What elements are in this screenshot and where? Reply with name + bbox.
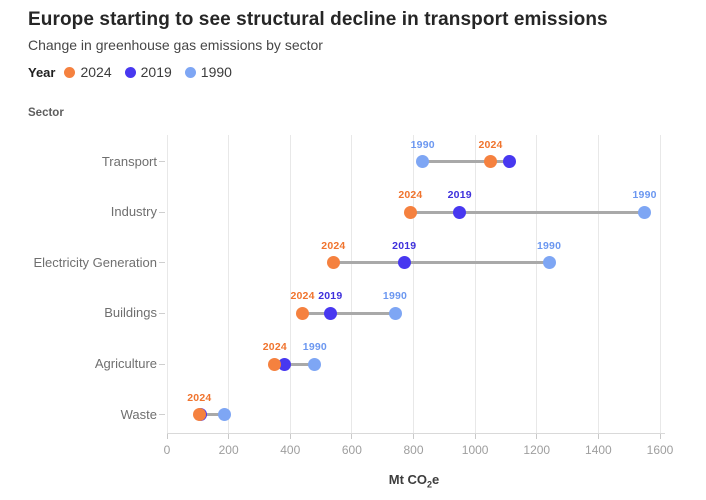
x-tick-label: 400 — [280, 443, 301, 457]
legend-item-2019[interactable]: 2019 — [124, 64, 172, 80]
x-tick-label: 600 — [341, 443, 362, 457]
gridline-1600 — [659, 135, 661, 433]
point-label-1990: 1990 — [410, 138, 435, 151]
x-axis-tick-1400 — [597, 433, 599, 439]
x-axis-tick-1000 — [474, 433, 476, 439]
gridline-1400 — [597, 135, 599, 433]
legend-items: 2024 2019 1990 — [64, 64, 244, 80]
legend-dot-1990-icon — [184, 66, 196, 78]
data-point-2019-buildings[interactable] — [323, 306, 337, 320]
point-label-2019: 2019 — [447, 189, 472, 202]
legend-item-label: 1990 — [200, 64, 232, 80]
x-axis-tick-200 — [228, 433, 230, 439]
connector-line — [333, 261, 550, 265]
gridline-200 — [228, 135, 230, 433]
data-point-2024-waste[interactable] — [192, 408, 206, 422]
point-label-2024: 2024 — [187, 391, 212, 404]
category-tick — [159, 262, 165, 264]
point-label-1990: 1990 — [382, 290, 408, 303]
data-point-1990-buildings[interactable] — [388, 306, 402, 320]
x-axis-tick-600 — [351, 433, 353, 439]
category-tick — [159, 312, 165, 314]
point-label-2024: 2024 — [321, 239, 346, 252]
legend-item-1990[interactable]: 1990 — [184, 64, 232, 80]
x-axis-title-suffix: e — [432, 472, 440, 487]
legend-title: Year — [28, 64, 56, 80]
x-axis-tick-1600 — [659, 433, 661, 439]
point-label-2019: 2019 — [318, 290, 343, 303]
gridline-600 — [351, 135, 353, 433]
data-point-1990-agriculture[interactable] — [308, 357, 322, 371]
legend-item-2024[interactable]: 2024 — [64, 64, 112, 80]
data-point-2019-agriculture[interactable] — [277, 357, 291, 371]
x-tick-label: 0 — [163, 443, 171, 457]
legend: Year 2024 2019 1990 — [28, 63, 245, 81]
x-tick-label: 200 — [218, 443, 239, 457]
data-point-2024-agriculture[interactable] — [268, 357, 282, 371]
page-subtitle: Change in greenhouse gas emissions by se… — [28, 37, 323, 53]
page-title: Europe starting to see structural declin… — [28, 9, 608, 30]
point-label-2024: 2024 — [290, 290, 315, 303]
x-axis-tick-800 — [413, 433, 414, 439]
x-axis-title-text: Mt CO — [388, 472, 428, 487]
x-tick-label: 1600 — [646, 443, 674, 457]
x-tick-label: 1000 — [461, 443, 489, 457]
data-point-1990-transport[interactable] — [416, 155, 430, 168]
x-tick-label: 800 — [403, 443, 424, 457]
category-label-transport: Transport — [101, 153, 157, 169]
x-tick-label: 1200 — [523, 443, 551, 457]
category-label-industry: Industry — [110, 204, 157, 220]
point-label-2024: 2024 — [478, 138, 503, 151]
data-point-2024-transport[interactable] — [484, 155, 498, 168]
legend-item-label: 2019 — [140, 64, 172, 80]
data-point-2024-electricity-generation[interactable] — [326, 256, 340, 270]
connector-line — [199, 413, 224, 417]
legend-dot-2024-icon — [64, 66, 76, 78]
y-axis-title: Sector — [28, 107, 64, 119]
legend-item-label: 2024 — [80, 64, 112, 80]
data-point-1990-waste[interactable] — [217, 408, 231, 422]
x-axis-tick-1200 — [536, 433, 538, 439]
data-point-2019-industry[interactable] — [453, 205, 467, 219]
category-label-waste: Waste — [120, 406, 157, 422]
data-point-1990-electricity-generation[interactable] — [542, 256, 556, 270]
data-point-2019-transport[interactable] — [502, 155, 516, 168]
point-label-1990: 1990 — [536, 239, 562, 252]
category-tick — [159, 211, 165, 213]
connector-line — [302, 311, 395, 315]
gridline-1000 — [474, 135, 476, 433]
x-axis-tick-400 — [289, 433, 291, 439]
data-point-2019-electricity-generation[interactable] — [397, 256, 411, 270]
legend-dot-2019-icon — [124, 66, 136, 78]
point-label-1990: 1990 — [632, 189, 657, 202]
point-label-2024: 2024 — [398, 189, 423, 202]
plot-area: 0 200 400 600 800 1000 1200 1400 1600 Transport 19… — [33, 135, 673, 457]
category-tick — [159, 161, 165, 162]
point-label-1990: 1990 — [302, 341, 327, 354]
point-label-2019: 2019 — [392, 239, 417, 252]
category-label-electricity-generation: Electricity Generation — [33, 254, 157, 270]
category-tick — [159, 414, 165, 416]
connector-line — [410, 210, 645, 214]
gridline-400 — [289, 135, 291, 433]
gridline-800 — [413, 135, 414, 433]
category-tick — [159, 363, 165, 365]
x-tick-label: 1400 — [585, 443, 612, 457]
connector-line — [274, 362, 315, 366]
gridline-0 — [166, 135, 168, 433]
data-point-2024-buildings[interactable] — [296, 306, 310, 320]
category-label-agriculture: Agriculture — [94, 356, 157, 372]
x-axis-title-subscript: 2 — [427, 479, 433, 490]
gridline-1200 — [536, 135, 538, 433]
point-label-2024: 2024 — [262, 341, 287, 354]
connector-line — [422, 160, 509, 163]
data-point-1990-industry[interactable] — [638, 205, 652, 219]
data-point-2024-industry[interactable] — [403, 205, 417, 219]
x-axis-line — [167, 433, 665, 434]
category-label-buildings: Buildings — [104, 305, 157, 321]
x-axis-tick-0 — [166, 433, 168, 439]
x-axis-title: Mt CO2e — [167, 472, 661, 490]
